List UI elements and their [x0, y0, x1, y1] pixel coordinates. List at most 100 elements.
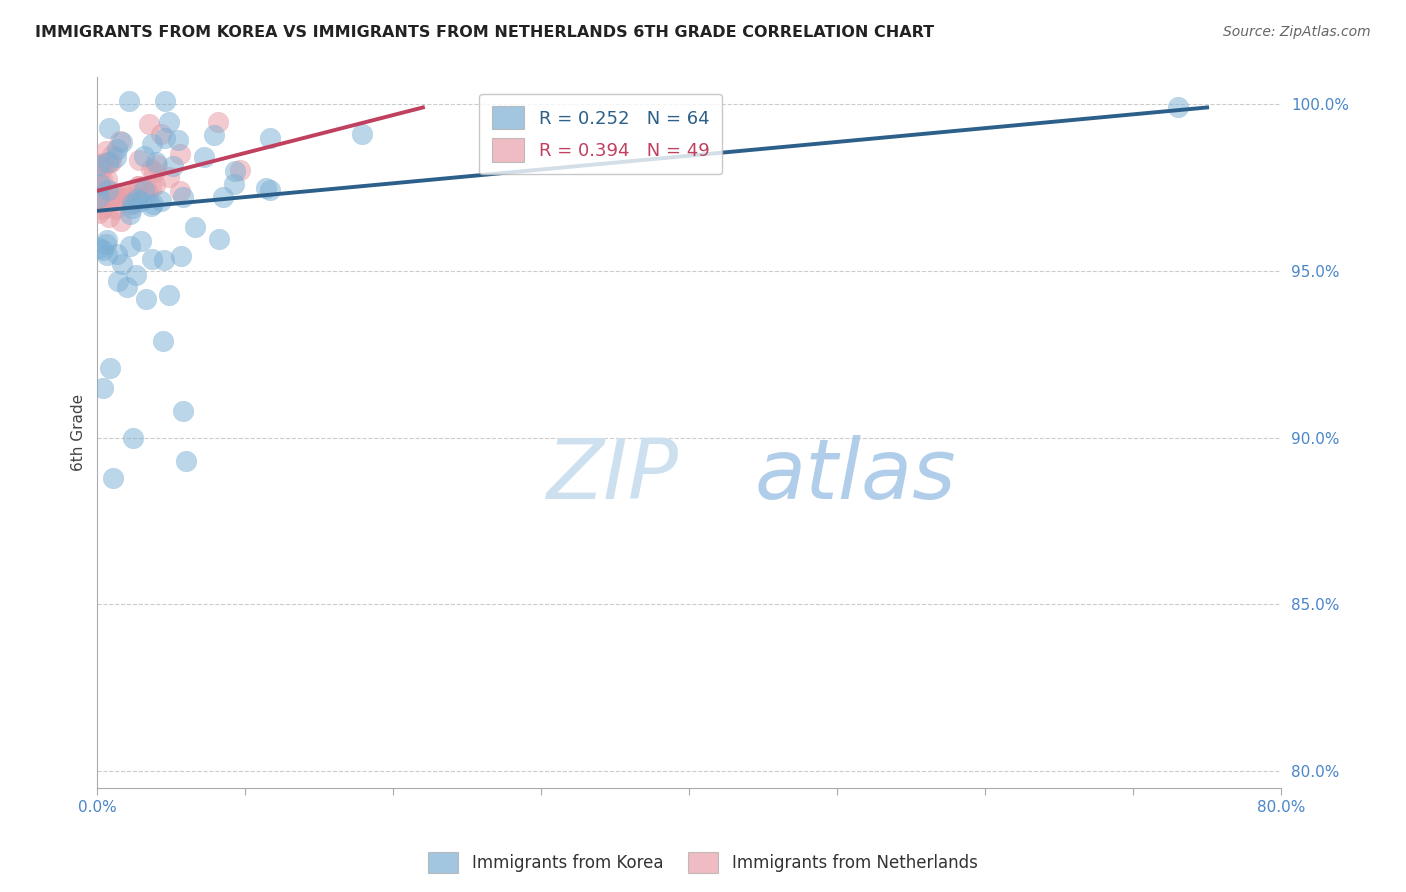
Point [125, 268, 148, 283]
Point [96, 247, 118, 261]
Point [111, 135, 134, 149]
Point [138, 186, 160, 200]
Point [118, 94, 141, 108]
Point [145, 155, 167, 169]
Point [229, 163, 252, 178]
Point [96, 233, 118, 247]
Point [89, 178, 111, 192]
Point [157, 169, 180, 184]
Point [135, 292, 157, 306]
Point [127, 179, 149, 194]
Point [89, 187, 111, 202]
Point [129, 234, 152, 248]
Point [169, 147, 191, 161]
Point [141, 180, 163, 194]
Point [157, 288, 180, 302]
Point [222, 178, 245, 192]
Point [96, 154, 118, 169]
Point [170, 249, 193, 263]
Point [105, 143, 128, 157]
Point [129, 194, 152, 209]
Point [352, 127, 374, 141]
Point [141, 252, 163, 266]
Point [94, 144, 117, 158]
Point [101, 470, 124, 484]
Point [146, 158, 169, 172]
Point [96, 193, 118, 207]
Point [184, 220, 207, 235]
Point [157, 115, 180, 129]
Point [87, 186, 110, 200]
Point [142, 197, 165, 211]
Point [169, 184, 191, 198]
Point [91, 157, 114, 171]
Point [259, 183, 281, 197]
Point [105, 246, 128, 260]
Point [98, 210, 121, 224]
Point [172, 404, 194, 418]
Point [103, 185, 125, 199]
Point [202, 128, 225, 143]
Point [91, 171, 114, 186]
Point [141, 162, 163, 177]
Point [207, 232, 229, 246]
Point [107, 274, 129, 288]
Point [141, 136, 163, 151]
Point [121, 202, 143, 216]
Point [117, 280, 139, 294]
Point [172, 190, 194, 204]
Point [98, 360, 121, 375]
Text: atlas: atlas [755, 434, 956, 516]
Point [87, 190, 110, 204]
Point [128, 179, 150, 194]
Text: Source: ZipAtlas.com: Source: ZipAtlas.com [1223, 25, 1371, 39]
Point [167, 133, 190, 147]
Point [150, 194, 173, 208]
Point [87, 176, 110, 190]
Point [135, 180, 157, 194]
Point [193, 150, 215, 164]
Point [96, 200, 118, 214]
Point [128, 153, 150, 167]
Point [91, 202, 114, 217]
Point [162, 159, 184, 173]
Point [121, 197, 143, 211]
Point [139, 198, 162, 212]
Point [90, 185, 112, 199]
Point [125, 192, 148, 206]
Point [118, 239, 141, 253]
Point [150, 127, 173, 141]
Point [91, 156, 114, 170]
Point [104, 150, 127, 164]
Point [87, 190, 110, 204]
Legend: Immigrants from Korea, Immigrants from Netherlands: Immigrants from Korea, Immigrants from N… [422, 846, 984, 880]
Point [207, 114, 229, 128]
Point [152, 334, 174, 348]
Point [100, 155, 122, 169]
Point [97, 183, 120, 197]
Text: ZIP: ZIP [547, 434, 679, 516]
Point [87, 158, 110, 172]
Point [1166, 100, 1188, 114]
Point [90, 157, 112, 171]
Point [91, 381, 114, 395]
Point [211, 190, 233, 204]
Point [98, 156, 121, 170]
Point [122, 431, 145, 445]
Point [118, 184, 141, 198]
Point [138, 117, 160, 131]
Point [259, 130, 281, 145]
Point [110, 214, 132, 228]
Point [94, 236, 117, 251]
Point [143, 164, 166, 178]
Point [111, 191, 134, 205]
Point [100, 148, 122, 162]
Point [224, 163, 246, 178]
Point [100, 192, 122, 206]
Text: IMMIGRANTS FROM KOREA VS IMMIGRANTS FROM NETHERLANDS 6TH GRADE CORRELATION CHART: IMMIGRANTS FROM KOREA VS IMMIGRANTS FROM… [35, 25, 934, 40]
Point [87, 241, 110, 255]
Point [111, 256, 134, 270]
Point [98, 121, 121, 136]
Y-axis label: 6th Grade: 6th Grade [72, 394, 86, 471]
Point [153, 94, 176, 108]
